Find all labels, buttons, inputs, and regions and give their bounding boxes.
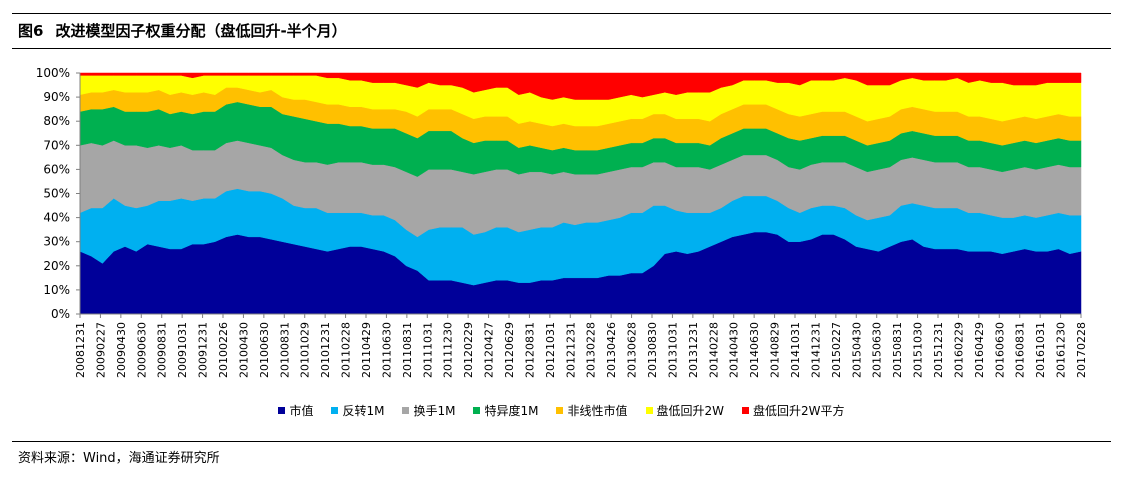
x-tick-label: 20110630 <box>380 322 393 378</box>
legend-item-6: 盘低回升2W <box>645 402 725 419</box>
x-tick-label: 20100226 <box>217 322 230 378</box>
legend-label: 特异度1M <box>484 404 539 418</box>
header-top-rule <box>12 13 1111 14</box>
figure-title: 图6 改进模型因子权重分配（盘低回升-半个月） <box>18 20 347 41</box>
legend-label: 盘低回升2W平方 <box>753 404 845 418</box>
y-tick-label: 60% <box>43 162 70 176</box>
legend-label: 反转1M <box>342 404 385 418</box>
y-tick-label: 40% <box>43 211 70 225</box>
legend-item-7: 盘低回升2W平方 <box>742 402 845 419</box>
series-area-7 <box>79 72 1082 100</box>
header-bottom-rule <box>12 48 1111 49</box>
legend-item-5: 非线性市值 <box>556 402 628 419</box>
x-tick-label: 20170228 <box>1075 322 1088 378</box>
x-tick-label: 20120629 <box>503 322 516 378</box>
x-tick-label: 20091031 <box>176 322 189 378</box>
legend-item-2: 反转1M <box>331 402 384 419</box>
x-tick-label: 20111230 <box>442 322 455 378</box>
legend-swatch <box>402 407 410 414</box>
x-tick-label: 20100831 <box>278 322 291 378</box>
x-tick-label: 20101231 <box>319 322 332 378</box>
x-tick-label: 20120229 <box>462 322 475 378</box>
x-tick-label: 20091231 <box>197 322 210 378</box>
x-tick-label: 20130830 <box>646 322 659 378</box>
x-tick-label: 20140829 <box>769 322 782 378</box>
x-tick-label: 20140430 <box>728 322 741 378</box>
legend-item-3: 换手1M <box>402 402 455 419</box>
x-tick-label: 20150831 <box>891 322 904 378</box>
x-tick-label: 20130426 <box>605 322 618 378</box>
y-tick-label: 0% <box>51 307 70 321</box>
x-tick-label: 20120831 <box>523 322 536 378</box>
x-tick-label: 20101029 <box>299 322 312 378</box>
x-tick-label: 20161031 <box>1034 322 1047 378</box>
x-tick-label: 20150227 <box>830 322 843 378</box>
y-tick-label: 100% <box>36 66 70 80</box>
x-tick-label: 20130628 <box>626 322 639 378</box>
legend-item-4: 特异度1M <box>473 402 538 419</box>
legend-label: 非线性市值 <box>567 404 628 418</box>
x-tick-label: 20160831 <box>1014 322 1027 378</box>
x-tick-label: 20140630 <box>748 322 761 378</box>
y-tick-label: 10% <box>43 283 70 297</box>
x-tick-label: 20151030 <box>912 322 925 378</box>
y-tick-label: 50% <box>43 187 70 201</box>
x-tick-label: 20151231 <box>932 322 945 378</box>
chart-legend: 市值 反转1M 换手1M 特异度1M 非线性市值 盘低回升2W 盘低回升2W平方 <box>0 402 1123 419</box>
x-tick-label: 20110228 <box>340 322 353 378</box>
x-tick-label: 20121231 <box>564 322 577 378</box>
x-tick-label: 20140228 <box>707 322 720 378</box>
x-tick-label: 20160429 <box>973 322 986 378</box>
x-tick-label: 20150630 <box>871 322 884 378</box>
legend-swatch <box>742 407 750 414</box>
y-tick-label: 30% <box>43 235 70 249</box>
stacked-area-chart: 0% 10% 20% 30% 40% 50% 60% 70% 80% 90% 100% 2008123… <box>36 66 1088 378</box>
x-tick-label: 20090430 <box>115 322 128 378</box>
figure-title-text: 改进模型因子权重分配（盘低回升-半个月） <box>55 22 347 40</box>
legend-label: 市值 <box>289 404 314 418</box>
legend-swatch <box>473 407 481 414</box>
footer-rule <box>12 441 1111 442</box>
x-tick-label: 20161230 <box>1055 322 1068 378</box>
y-tick-label: 70% <box>43 138 70 152</box>
y-tick-label: 20% <box>43 259 70 273</box>
x-tick-label: 20131031 <box>666 322 679 378</box>
x-tick-label: 20130228 <box>585 322 598 378</box>
y-tick-label: 80% <box>43 114 70 128</box>
x-tick-label: 20131231 <box>687 322 700 378</box>
x-tick-label: 20150430 <box>850 322 863 378</box>
figure-number: 图6 <box>18 22 44 40</box>
x-tick-label: 20100630 <box>258 322 271 378</box>
x-tick-label: 20090831 <box>156 322 169 378</box>
y-tick-label: 90% <box>43 90 70 104</box>
legend-swatch <box>556 407 564 414</box>
x-tick-label: 20090227 <box>94 322 107 378</box>
x-tick-label: 20141231 <box>809 322 822 378</box>
x-tick-label: 20141031 <box>789 322 802 378</box>
legend-item-1: 市值 <box>278 402 313 419</box>
legend-label: 盘低回升2W <box>656 404 725 418</box>
legend-label: 换手1M <box>413 404 456 418</box>
source-note: 资料来源：Wind，海通证券研究所 <box>18 451 220 466</box>
legend-swatch <box>331 407 339 414</box>
legend-swatch <box>645 407 653 414</box>
x-tick-label: 20110429 <box>360 322 373 378</box>
x-tick-label: 20111031 <box>421 322 434 378</box>
x-tick-label: 20121031 <box>544 322 557 378</box>
x-tick-label: 20081231 <box>74 322 87 378</box>
legend-swatch <box>278 407 286 414</box>
x-tick-label: 20100430 <box>237 322 250 378</box>
x-tick-label: 20090630 <box>135 322 148 378</box>
x-tick-label: 20160229 <box>952 322 965 378</box>
x-tick-label: 20110831 <box>401 322 414 378</box>
x-tick-label: 20120427 <box>483 322 496 378</box>
x-tick-label: 20160630 <box>993 322 1006 378</box>
